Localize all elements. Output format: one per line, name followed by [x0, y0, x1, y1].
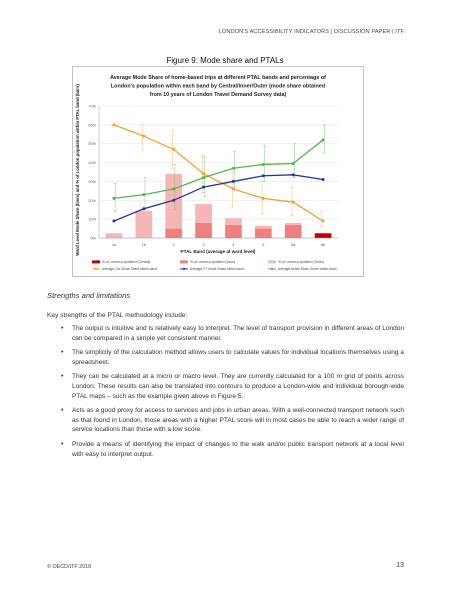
bullet-dot: • [61, 325, 64, 332]
y-tick-label: 50% [88, 142, 96, 146]
legend-marker [182, 267, 186, 270]
legend-label: Average PT Mode Share within band [190, 267, 244, 271]
x-tick-label: 2 [173, 243, 175, 247]
series-point [261, 174, 265, 178]
axes: 0% 10% 20% 30% 40% 50% 60% 70% 1a 1b 2 3 4 5 6a 6b [88, 105, 338, 247]
bar [225, 224, 242, 238]
bar [254, 225, 272, 229]
series-point [321, 219, 325, 223]
figure-caption: Figure 9. Mode share and PTALs [166, 56, 284, 65]
y-tick-label: 40% [88, 161, 96, 165]
x-tick-label: 6a [291, 243, 296, 247]
bullet-text: They can be calculated at a micro or mac… [72, 373, 404, 400]
legend-label: % of London population (Outer) [278, 260, 324, 264]
line-series [112, 123, 325, 223]
bar [284, 224, 302, 238]
bar [225, 218, 242, 225]
series-point [231, 166, 235, 170]
y-axis-label: Ward Level Mode Share (lines) and % of L… [75, 84, 80, 256]
bullet-item: • They can be calculated at a micro or ma… [47, 372, 404, 401]
series-point [261, 162, 265, 166]
bullet-dot: • [61, 349, 64, 357]
section-title: Strengths and limitations [47, 291, 131, 300]
series-point [202, 185, 206, 189]
bar [314, 233, 332, 238]
series-point [172, 187, 176, 191]
bullet-item: • Acts as a good proxy for access to serv… [47, 406, 404, 435]
x-tick-label: 3 [203, 243, 205, 247]
legend-swatch [180, 260, 188, 264]
chart-title-line-3: from 10 years of London Travel Demand Su… [150, 92, 287, 98]
legend-swatch [92, 260, 100, 264]
section-intro: Key strengths of the PTAL methodology in… [47, 312, 188, 319]
mode-share-chart: Average Mode Share of home-based trips a… [72, 66, 364, 277]
y-tick-label: 30% [88, 180, 96, 184]
series-point [112, 196, 116, 200]
series-point [172, 198, 176, 202]
series-point [261, 196, 265, 200]
bullet-dot: • [61, 407, 64, 415]
bar [195, 204, 212, 223]
bullet-item: • The simplicity of the calculation metho… [47, 348, 404, 367]
legend-swatch [268, 260, 276, 264]
legend-label: % of London population (Inner) [190, 260, 235, 264]
series-point [172, 147, 176, 151]
page-number: 13 [396, 562, 404, 569]
y-tick-label: 10% [88, 218, 96, 222]
x-tick-label: 1b [142, 243, 146, 247]
y-tick-label: 0% [91, 237, 97, 241]
running-header: LONDON'S ACCESSIBILITY INDICATORS | DISC… [218, 29, 404, 35]
bullet-item: • The output is intuitive and is relative… [47, 324, 404, 343]
bullet-text: The simplicity of the calculation method… [72, 349, 404, 366]
series-point [231, 179, 235, 183]
bullet-dot: • [61, 373, 64, 381]
bar [165, 228, 183, 238]
chart-legend: % of London population (Central) % of Lon… [92, 260, 337, 271]
legend-marker [270, 267, 274, 270]
bar [195, 222, 212, 238]
bullet-text: Acts as a good proxy for access to servi… [72, 407, 404, 434]
series-point [142, 193, 146, 197]
strengths-list: • The output is intuitive and is relative… [47, 324, 404, 464]
x-tick-label: 1a [112, 243, 117, 247]
bar [135, 210, 153, 238]
series-point [202, 172, 206, 176]
x-tick-label: 5 [262, 243, 264, 247]
chart-title-line-2: London's population within each band by … [111, 84, 325, 90]
series-point [202, 176, 206, 180]
series-point [142, 207, 146, 211]
bullet-dot: • [61, 440, 64, 448]
series-line [113, 124, 324, 222]
x-tick-label: 4 [232, 243, 234, 247]
footer-copyright: © OECD/ITF 2018 [47, 564, 92, 570]
series-point [112, 123, 116, 127]
legend-label: Average Car Mode Share within band [102, 267, 157, 271]
y-tick-label: 70% [88, 105, 96, 109]
legend-label: % of London population (Central) [102, 260, 150, 264]
chart-title-line-1: Average Mode Share of home-based trips a… [110, 75, 326, 81]
series-point [321, 138, 325, 142]
series-line [113, 139, 324, 200]
series-point [291, 162, 295, 166]
legend-marker [94, 267, 98, 270]
bar [254, 228, 272, 238]
series-point [321, 178, 325, 182]
series-point [142, 134, 146, 138]
bar [105, 233, 123, 238]
bullet-text: Provide a means of identifying the impac… [72, 440, 404, 458]
y-tick-label: 60% [88, 123, 96, 127]
legend-label: Average Active Mode Share within band [278, 267, 337, 271]
chart-frame [72, 66, 364, 277]
series-point [291, 200, 295, 204]
x-axis-label: PTAL Band (average at ward level) [181, 249, 256, 254]
series-point [112, 219, 116, 223]
bar [284, 222, 302, 225]
series-point [231, 187, 235, 191]
bullet-text: The output is intuitive and is relativel… [72, 325, 404, 342]
bullet-item: • Provide a means of identifying the impa… [47, 440, 404, 459]
y-tick-label: 20% [88, 199, 96, 203]
series-point [291, 173, 295, 177]
series-line [113, 174, 324, 222]
x-tick-label: 6b [321, 243, 325, 247]
